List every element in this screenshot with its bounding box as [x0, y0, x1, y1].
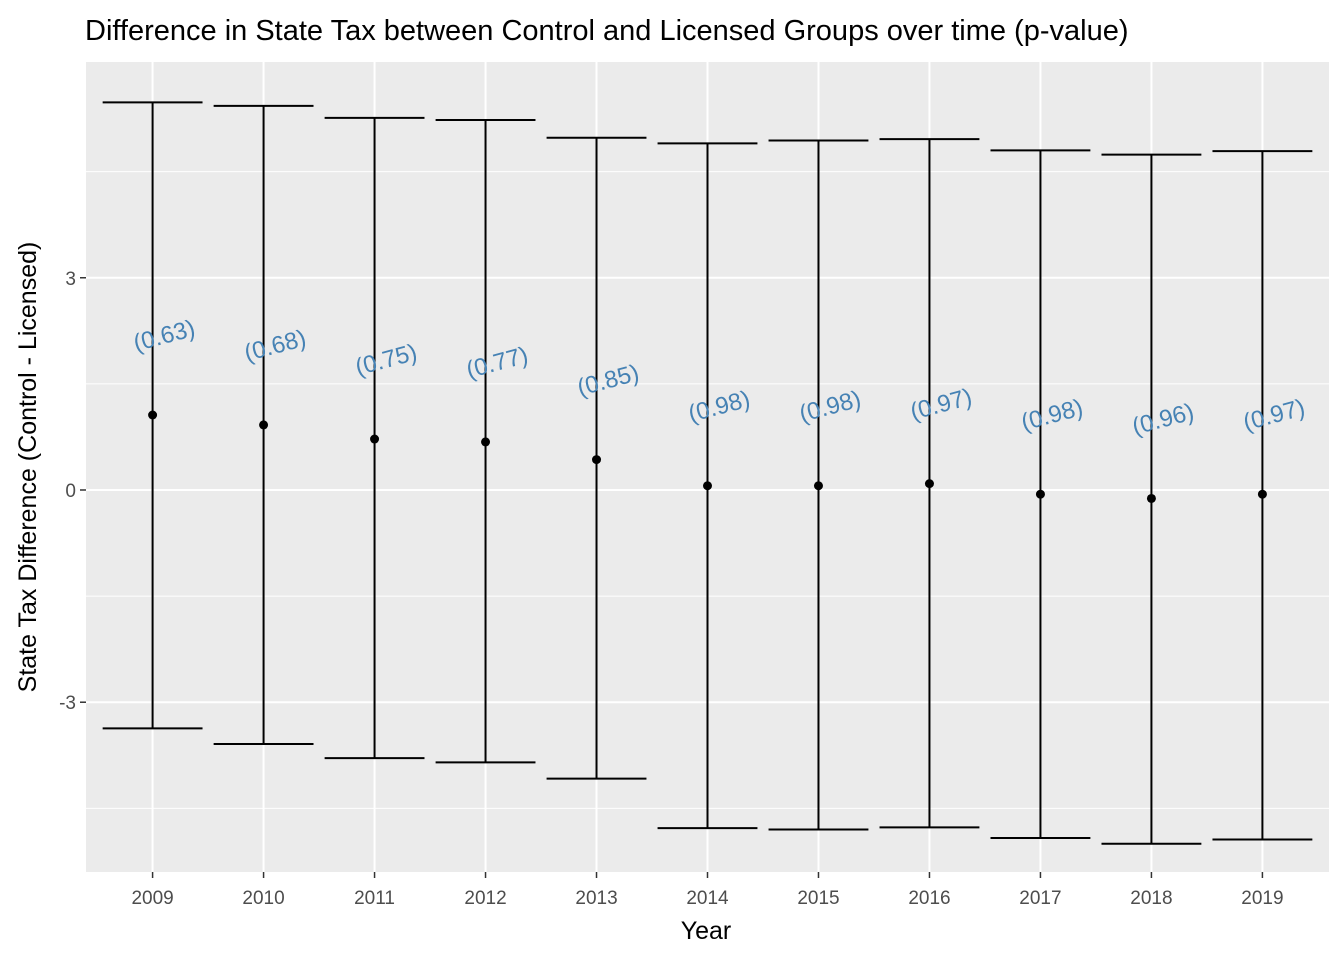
x-tick-label: 2014: [686, 888, 729, 909]
x-tick-label: 2019: [1241, 888, 1283, 909]
estimate-point: [481, 437, 491, 447]
x-tick-label: 2012: [464, 888, 506, 909]
x-tick-label: 2015: [797, 888, 839, 909]
x-tick-label: 2013: [575, 888, 617, 909]
estimate-point: [924, 479, 934, 489]
estimate-point: [1257, 489, 1267, 499]
estimate-point: [1146, 493, 1156, 503]
x-tick-label: 2017: [1019, 888, 1061, 909]
x-axis-ticks: 2009 2010 2011 2012 2013 2014 2015 2016 2017 2018…: [131, 872, 1284, 909]
y-tick-label: 0: [65, 481, 76, 502]
estimate-point: [259, 420, 269, 430]
y-axis-ticks: -3 0 3: [59, 269, 86, 714]
x-tick-label: 2018: [1130, 888, 1172, 909]
x-axis-title: Year: [681, 917, 732, 945]
y-axis-title: State Tax Difference (Control - Licensed…: [14, 242, 42, 693]
y-tick-label: -3: [59, 693, 76, 714]
estimate-point: [148, 410, 158, 420]
estimate-point: [1035, 489, 1045, 499]
estimate-point: [813, 481, 823, 491]
estimate-point: [592, 455, 602, 465]
x-tick-label: 2011: [354, 888, 395, 909]
x-tick-label: 2009: [131, 888, 173, 909]
estimate-point: [370, 434, 380, 444]
x-tick-label: 2016: [908, 888, 950, 909]
x-tick-label: 2010: [242, 888, 284, 909]
chart-title: Difference in State Tax between Control …: [85, 15, 1129, 47]
estimate-point: [703, 481, 712, 491]
estimate-points: [148, 410, 1267, 503]
y-tick-label: 3: [65, 269, 76, 290]
